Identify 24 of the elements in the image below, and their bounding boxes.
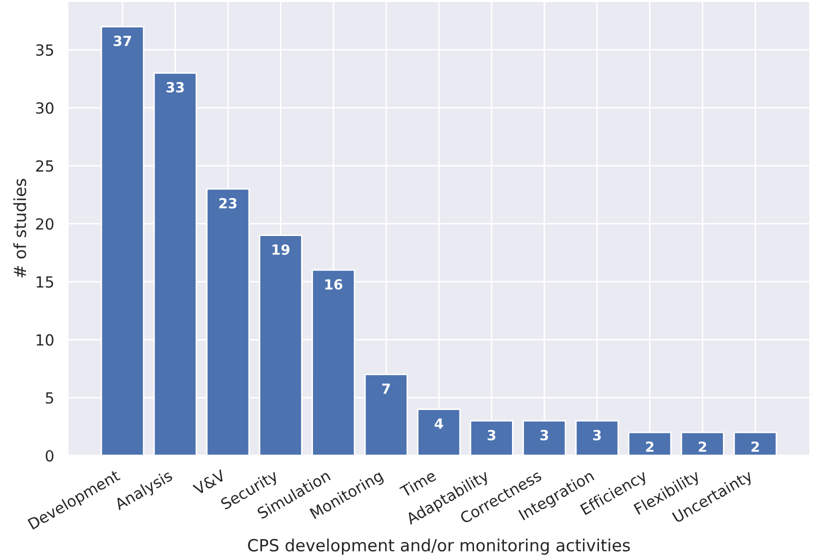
data-label: 2 (698, 441, 706, 452)
data-label: 19 (272, 244, 290, 255)
data-label: 3 (540, 430, 548, 440)
data-label: 2 (752, 441, 759, 452)
y-tick-label: 25 (36, 160, 54, 172)
y-tick-label: 0 (46, 450, 54, 462)
data-label: 4 (434, 418, 444, 429)
data-label: 37 (114, 36, 132, 46)
y-tick-label: 35 (36, 44, 54, 56)
y-tick-label: 10 (36, 334, 54, 346)
data-label: 33 (166, 82, 184, 93)
x-tick-label: V&V (192, 469, 226, 496)
y-tick-label: 5 (46, 392, 54, 404)
y-tick-label: 20 (36, 218, 54, 230)
data-label: 7 (382, 384, 390, 394)
data-label: 3 (488, 430, 496, 440)
data-label: 23 (219, 198, 237, 208)
y-axis-title: # of studies (13, 178, 26, 278)
y-tick-label: 15 (36, 276, 54, 288)
data-label: 2 (646, 441, 654, 452)
x-axis-title: CPS development and/or monitoring activities (248, 538, 630, 555)
data-label: 16 (325, 279, 342, 290)
data-label: 3 (593, 430, 601, 440)
y-tick-label: 30 (36, 102, 54, 114)
